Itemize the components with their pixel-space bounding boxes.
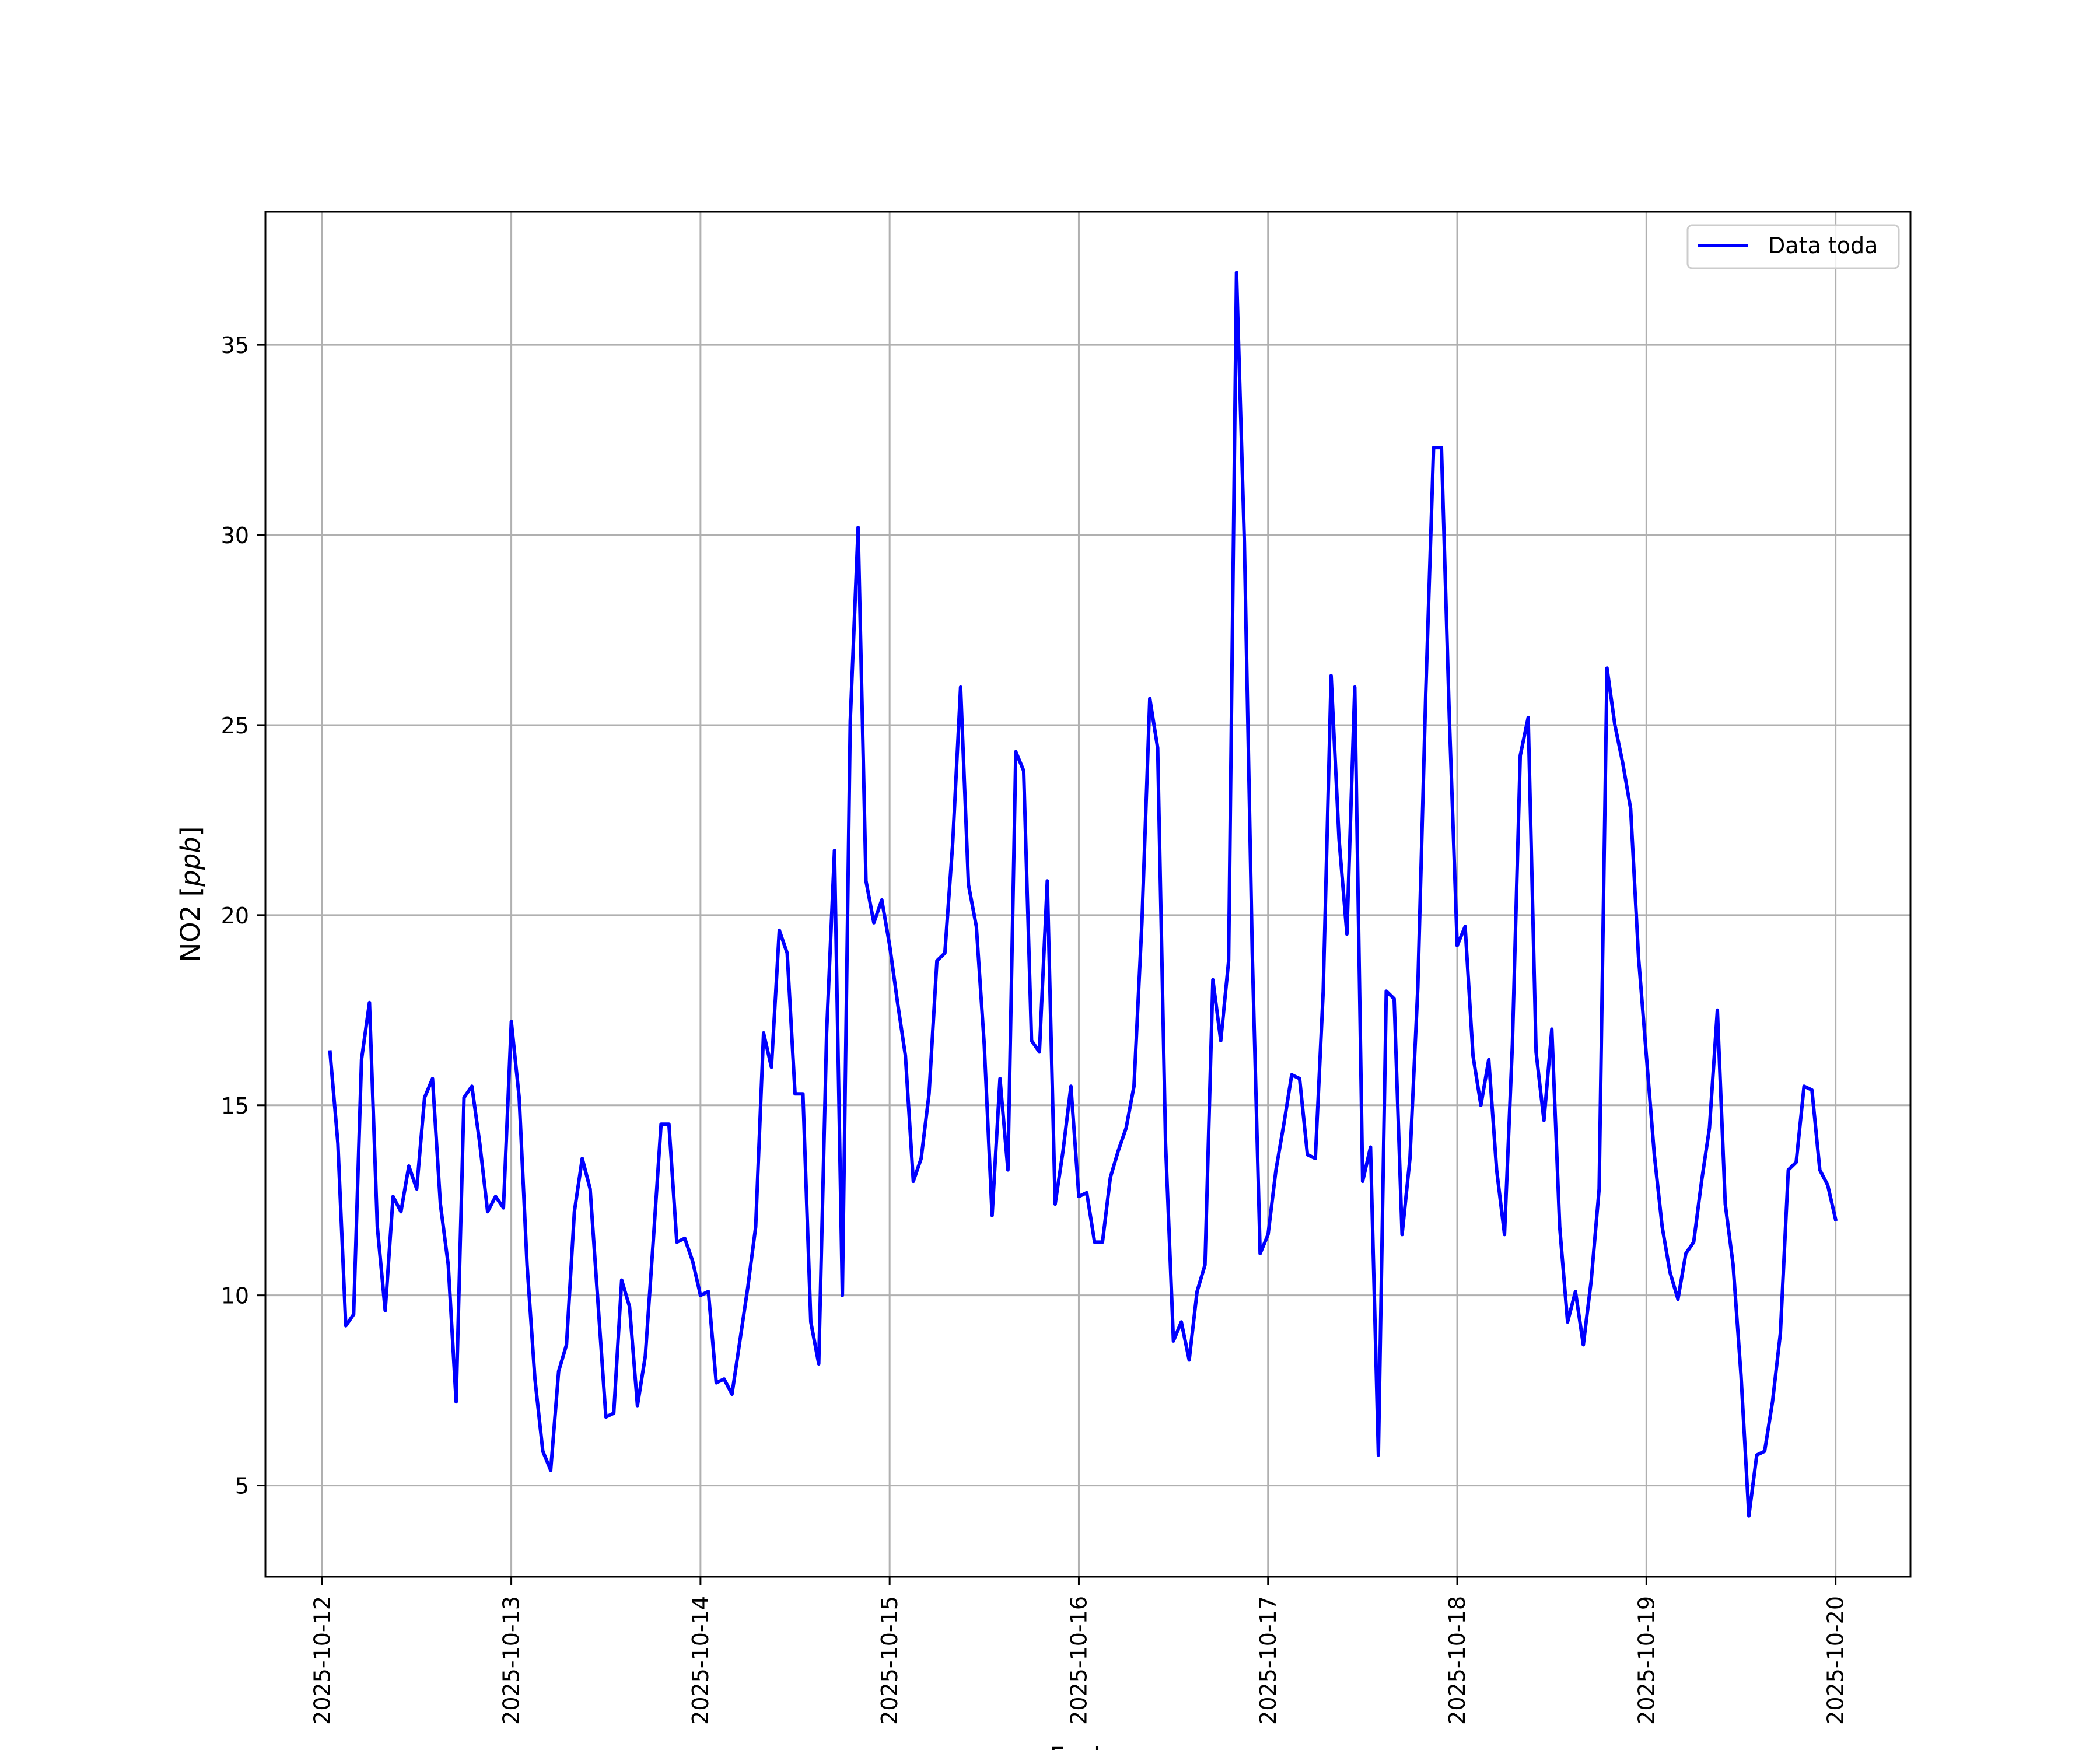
x-tick-label: 2025-10-13 (499, 1596, 524, 1725)
legend-label: Data toda (1768, 233, 1878, 258)
y-axis-label: NO2 [ppb] (175, 827, 206, 963)
y-axis: 5 10 15 20 25 30 35 (221, 332, 265, 1499)
x-tick-label: 2025-10-18 (1444, 1596, 1470, 1725)
y-tick-label: 35 (221, 332, 249, 358)
y-tick-label: 15 (221, 1093, 249, 1119)
x-tick-label: 2025-10-15 (877, 1596, 902, 1725)
x-tick-label: 2025-10-19 (1633, 1596, 1659, 1725)
y-tick-label: 5 (235, 1474, 249, 1499)
x-tick-label: 2025-10-20 (1823, 1596, 1849, 1725)
legend: Data toda (1686, 224, 1900, 270)
y-tick-label: 25 (221, 713, 249, 738)
y-tick-label: 10 (221, 1283, 249, 1309)
x-axis: 2025-10-12 2025-10-13 2025-10-14 2025-10-15… (309, 1577, 1849, 1725)
plot-area-frame (264, 211, 1912, 1578)
x-tick-label: 2025-10-17 (1255, 1596, 1281, 1725)
legend-box (1686, 224, 1900, 270)
x-tick-label: 2025-10-16 (1066, 1596, 1091, 1725)
x-axis-label: Fecha (1049, 1742, 1126, 1750)
grid-lines (265, 212, 1910, 1577)
x-tick-label: 2025-10-12 (309, 1596, 335, 1725)
x-tick-label: 2025-10-14 (688, 1596, 713, 1725)
series-line-data-toda (328, 271, 1838, 1518)
y-tick-label: 20 (221, 903, 249, 929)
y-tick-label: 30 (221, 523, 249, 548)
